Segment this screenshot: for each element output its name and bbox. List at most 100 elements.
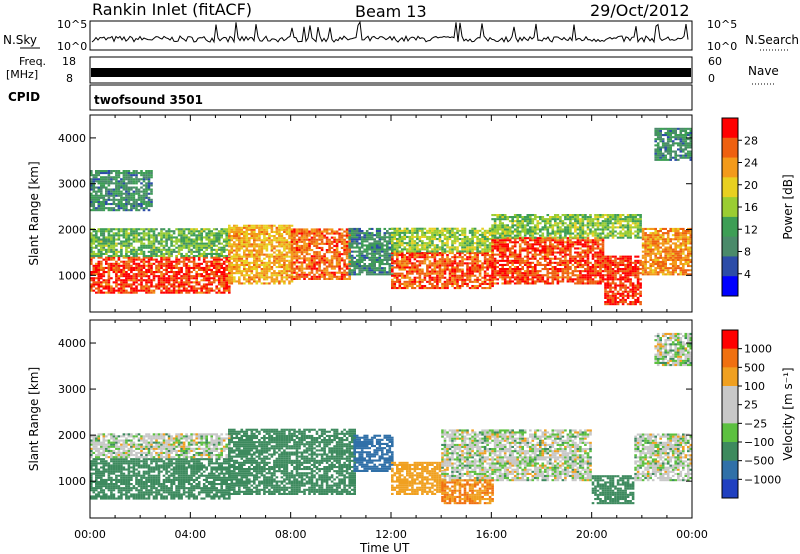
- power-cell: [205, 252, 208, 255]
- power-cell: [493, 259, 497, 262]
- power-cell: [90, 180, 93, 183]
- power-cell: [228, 261, 231, 264]
- power-cell: [295, 275, 299, 278]
- power-cell: [120, 182, 123, 185]
- power-cell: [348, 242, 351, 245]
- power-cell: [132, 196, 136, 199]
- power-cell: [235, 268, 239, 271]
- power-cell: [110, 172, 113, 175]
- power-cell: [230, 249, 234, 252]
- power-cell: [413, 270, 417, 273]
- power-cell: [152, 289, 156, 292]
- power-cell: [100, 260, 103, 263]
- power-cell: [192, 264, 196, 267]
- power-cell: [298, 269, 301, 272]
- power-cell: [122, 203, 126, 206]
- power-cell: [498, 232, 502, 235]
- power-cell: [268, 237, 271, 240]
- power-cell: [458, 256, 462, 259]
- power-cell: [127, 285, 131, 288]
- power-cell: [451, 227, 454, 230]
- power-cell: [155, 248, 158, 251]
- power-cell: [323, 275, 326, 278]
- power-cell: [170, 277, 173, 280]
- power-cell: [305, 249, 309, 252]
- power-cell: [190, 277, 193, 280]
- power-cell: [142, 262, 146, 265]
- power-cell: [431, 231, 434, 234]
- power-cell: [396, 250, 399, 253]
- power-cell: [403, 238, 407, 241]
- power-cell: [391, 268, 394, 271]
- power-cell: [233, 224, 236, 227]
- power-cell: [260, 233, 264, 236]
- power-cell: [599, 249, 602, 252]
- power-cell: [263, 228, 266, 231]
- power-cell: [315, 242, 319, 245]
- power-cell: [473, 280, 477, 283]
- power-cell: [461, 258, 464, 261]
- power-cell: [413, 248, 417, 251]
- power-cell: [105, 260, 108, 263]
- power-cell: [177, 228, 181, 231]
- power-cell: [313, 238, 316, 241]
- power-cell: [398, 285, 402, 288]
- power-cell: [345, 232, 349, 235]
- power-cell: [491, 266, 494, 269]
- power-cell: [441, 242, 444, 245]
- power-cell: [122, 262, 126, 265]
- power-cell: [566, 249, 570, 252]
- power-cell: [243, 224, 246, 227]
- power-cell: [338, 255, 341, 258]
- power-cell: [130, 258, 133, 261]
- power-cell: [411, 280, 414, 283]
- power-cell: [456, 248, 459, 251]
- power-cell: [448, 274, 452, 277]
- power-cell: [493, 272, 497, 275]
- power-cell: [97, 289, 101, 292]
- power-cell: [594, 241, 597, 244]
- power-cell: [348, 251, 351, 254]
- power-cell: [290, 263, 294, 266]
- power-cell: [348, 246, 351, 249]
- power-cell: [584, 263, 587, 266]
- power-cell: [132, 205, 136, 208]
- power-cell: [258, 226, 261, 229]
- power-cell: [448, 248, 452, 251]
- power-cell: [125, 205, 128, 208]
- power-cell: [107, 266, 111, 269]
- power-cell: [398, 287, 402, 290]
- power-cell: [147, 291, 151, 294]
- power-cell: [370, 246, 374, 249]
- power-cell: [358, 267, 361, 270]
- power-cell: [157, 275, 161, 278]
- power-cell: [411, 233, 414, 236]
- power-cell: [513, 278, 517, 281]
- power-cell: [157, 281, 161, 284]
- power-cell: [115, 250, 118, 253]
- power-cell: [135, 256, 138, 259]
- power-cell: [122, 196, 126, 199]
- power-cell: [132, 200, 136, 203]
- power-cell: [416, 270, 419, 273]
- power-cell: [451, 280, 454, 283]
- power-cell: [147, 192, 151, 195]
- power-cell: [370, 254, 374, 257]
- power-cell: [275, 228, 279, 231]
- power-cell: [456, 229, 459, 232]
- power-cell: [127, 258, 131, 261]
- power-cell: [120, 279, 123, 282]
- power-cell: [107, 178, 111, 181]
- power-cell: [348, 240, 351, 243]
- power-cell: [564, 268, 567, 271]
- power-cell: [127, 196, 131, 199]
- power-cell: [468, 250, 472, 253]
- power-cell: [521, 268, 524, 271]
- power-cell: [458, 250, 462, 253]
- power-cell: [260, 247, 264, 250]
- power-band: [228, 224, 294, 285]
- power-cell: [92, 279, 96, 282]
- power-cell: [438, 258, 442, 261]
- power-cell: [591, 268, 595, 271]
- power-cell: [501, 247, 504, 250]
